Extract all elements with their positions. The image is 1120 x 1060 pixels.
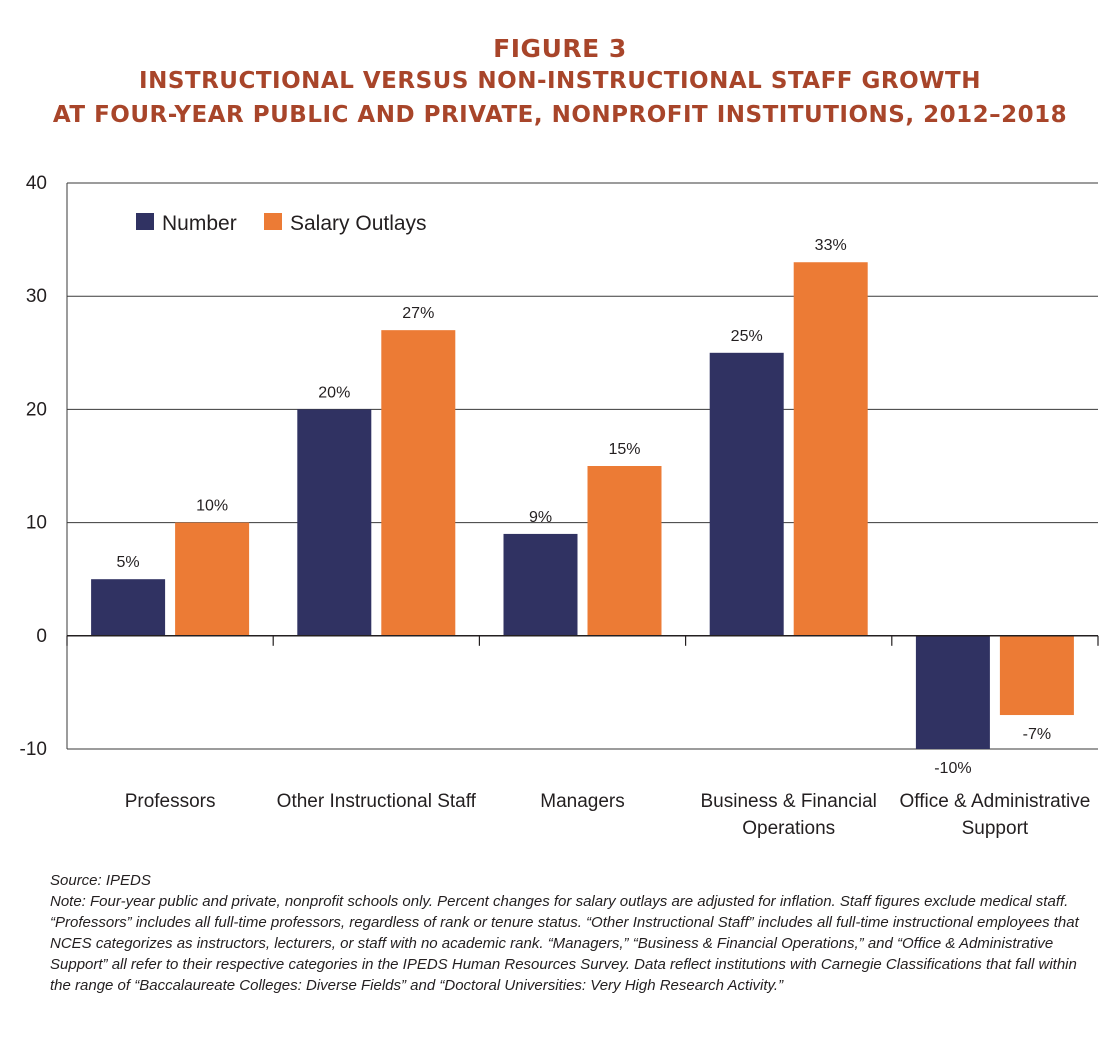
category-label: Other Instructional Staff [277,791,477,812]
category-label: Support [962,818,1029,839]
y-tick-label: 30 [26,286,47,307]
bar-salary-outlays [175,522,250,636]
category-label: Business & Financial [701,791,877,812]
title-line-1: INSTRUCTIONAL VERSUS NON-INSTRUCTIONAL S… [139,68,981,94]
bar-salary-outlays [793,262,868,636]
bar-salary-outlays [587,466,662,636]
category-label: Office & Administrative [900,791,1091,812]
y-tick-label: -10 [20,739,47,760]
bar-number [503,533,578,636]
category-label: Managers [540,791,625,812]
legend-swatch [136,213,154,230]
y-tick-label: 10 [26,513,47,534]
legend-swatch [264,213,282,230]
bar-number [915,635,990,749]
category-label: Operations [742,818,835,839]
bar-number [91,579,166,636]
data-label: 9% [529,509,552,526]
y-tick-label: 40 [26,173,47,194]
figure-number: FIGURE 3 [493,34,627,63]
source-text: Source: IPEDS [50,872,151,889]
legend-label: Salary Outlays [290,212,427,235]
y-tick-label: 20 [26,399,47,420]
data-label: -10% [934,760,971,777]
data-label: 20% [318,384,350,401]
y-tick-label: 0 [36,626,47,647]
note-text: Note: Four-year public and private, nonp… [50,893,1079,994]
title-line-2: AT FOUR-YEAR PUBLIC AND PRIVATE, NONPROF… [52,102,1068,128]
bar-salary-outlays [381,330,456,636]
bar-number [297,409,372,636]
bar-salary-outlays [999,635,1074,716]
data-label: 10% [196,498,228,515]
notes: Source: IPEDS Note: Four-year public and… [50,870,1090,996]
bar-chart: -10 0 10 20 30 40 5% 10% Professors 20% 27% Other I… [20,173,1099,839]
data-label: 25% [731,328,763,345]
data-label: 33% [815,237,847,254]
data-label: 27% [402,305,434,322]
data-label: -7% [1023,726,1051,743]
bar-number [709,352,784,636]
data-label: 15% [608,441,640,458]
chart-title: FIGURE 3 INSTRUCTIONAL VERSUS NON-INSTRU… [0,34,1120,132]
legend-label: Number [162,212,237,235]
data-label: 5% [117,554,140,571]
category-label: Professors [125,791,216,812]
